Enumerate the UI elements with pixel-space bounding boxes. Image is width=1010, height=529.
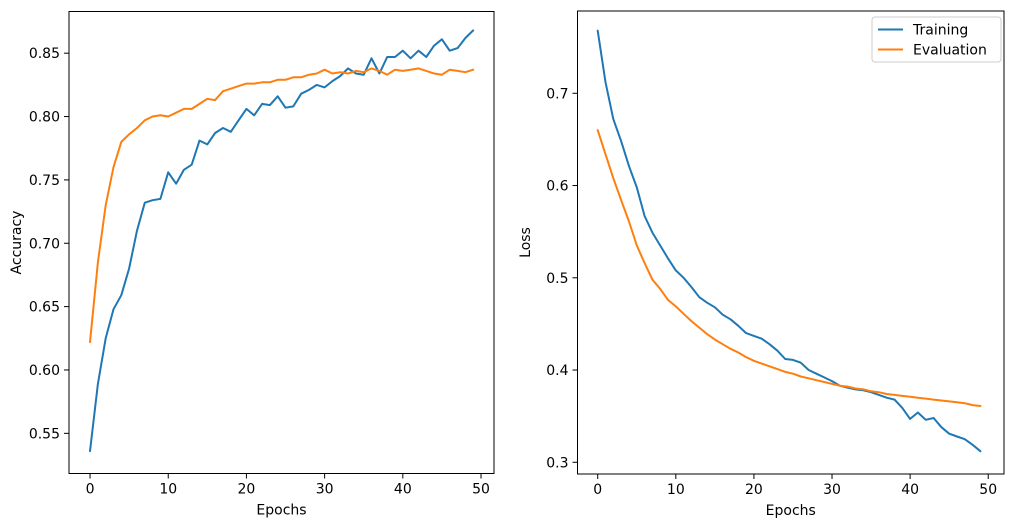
x-tick-label: 50: [979, 482, 997, 498]
legend-label: Training: [912, 23, 968, 39]
y-tick-label: 0.65: [29, 300, 60, 316]
y-tick-label: 0.70: [29, 236, 60, 252]
accuracy-subplot: 0 10 20 30 40 50 0.55 0.60 0.65 0.70 0.75 0.80 0.85 E…: [0, 0, 505, 525]
training-line: [89, 29, 475, 453]
axes-background: [577, 11, 1004, 474]
legend-label: Evaluation: [913, 43, 987, 59]
y-tick-label: 0.4: [546, 363, 568, 379]
y-tick-label: 0.85: [29, 46, 60, 62]
axes-spines: [68, 11, 495, 474]
legend-item: Training: [878, 23, 968, 39]
y-tick-label: 0.75: [29, 173, 60, 189]
evaluation-line: [89, 67, 475, 344]
y-tick-label: 0.6: [546, 179, 568, 195]
x-axis-label: Epochs: [256, 503, 306, 519]
x-tick-label: 50: [472, 482, 490, 498]
x-tick-label: 40: [901, 482, 919, 498]
x-tick-label: 10: [667, 482, 685, 498]
x-tick-label: 30: [823, 482, 841, 498]
x-axis-label: Epochs: [766, 503, 816, 519]
loss-subplot: 0 10 20 30 40 50 0.3 0.4 0.5 0.6 0.7 Epochs Loss Trai…: [505, 0, 1010, 525]
x-tick-label: 0: [593, 482, 602, 498]
y-tick-label: 0.3: [546, 455, 568, 471]
axes-background: [69, 11, 494, 474]
y-tick-label: 0.60: [29, 363, 60, 379]
y-tick-label: 0.7: [546, 86, 568, 102]
evaluation-line: [596, 129, 982, 407]
y-tick-label: 0.5: [546, 271, 568, 287]
x-tick-label: 40: [394, 482, 412, 498]
x-tick-label: 20: [238, 482, 256, 498]
y-axis-label: Accuracy: [9, 211, 25, 275]
y-axis-label: Loss: [518, 227, 534, 258]
accuracy-chart: 0 10 20 30 40 50 0.55 0.60 0.65 0.70 0.75 0.80 0.85 E…: [9, 11, 495, 519]
y-tick-label: 0.55: [29, 426, 60, 442]
x-tick-label: 20: [745, 482, 763, 498]
legend: Training Evaluation: [871, 16, 1002, 63]
x-tick-label: 0: [86, 482, 95, 498]
x-tick-label: 30: [316, 482, 334, 498]
axes-spines: [577, 10, 1005, 475]
y-tick-label: 0.80: [29, 110, 60, 126]
legend-box: [871, 16, 1002, 63]
loss-chart: 0 10 20 30 40 50 0.3 0.4 0.5 0.6 0.7 Epochs Loss Trai…: [518, 10, 1005, 519]
training-line: [596, 29, 982, 453]
legend-item: Evaluation: [878, 43, 987, 59]
x-tick-label: 10: [159, 482, 177, 498]
